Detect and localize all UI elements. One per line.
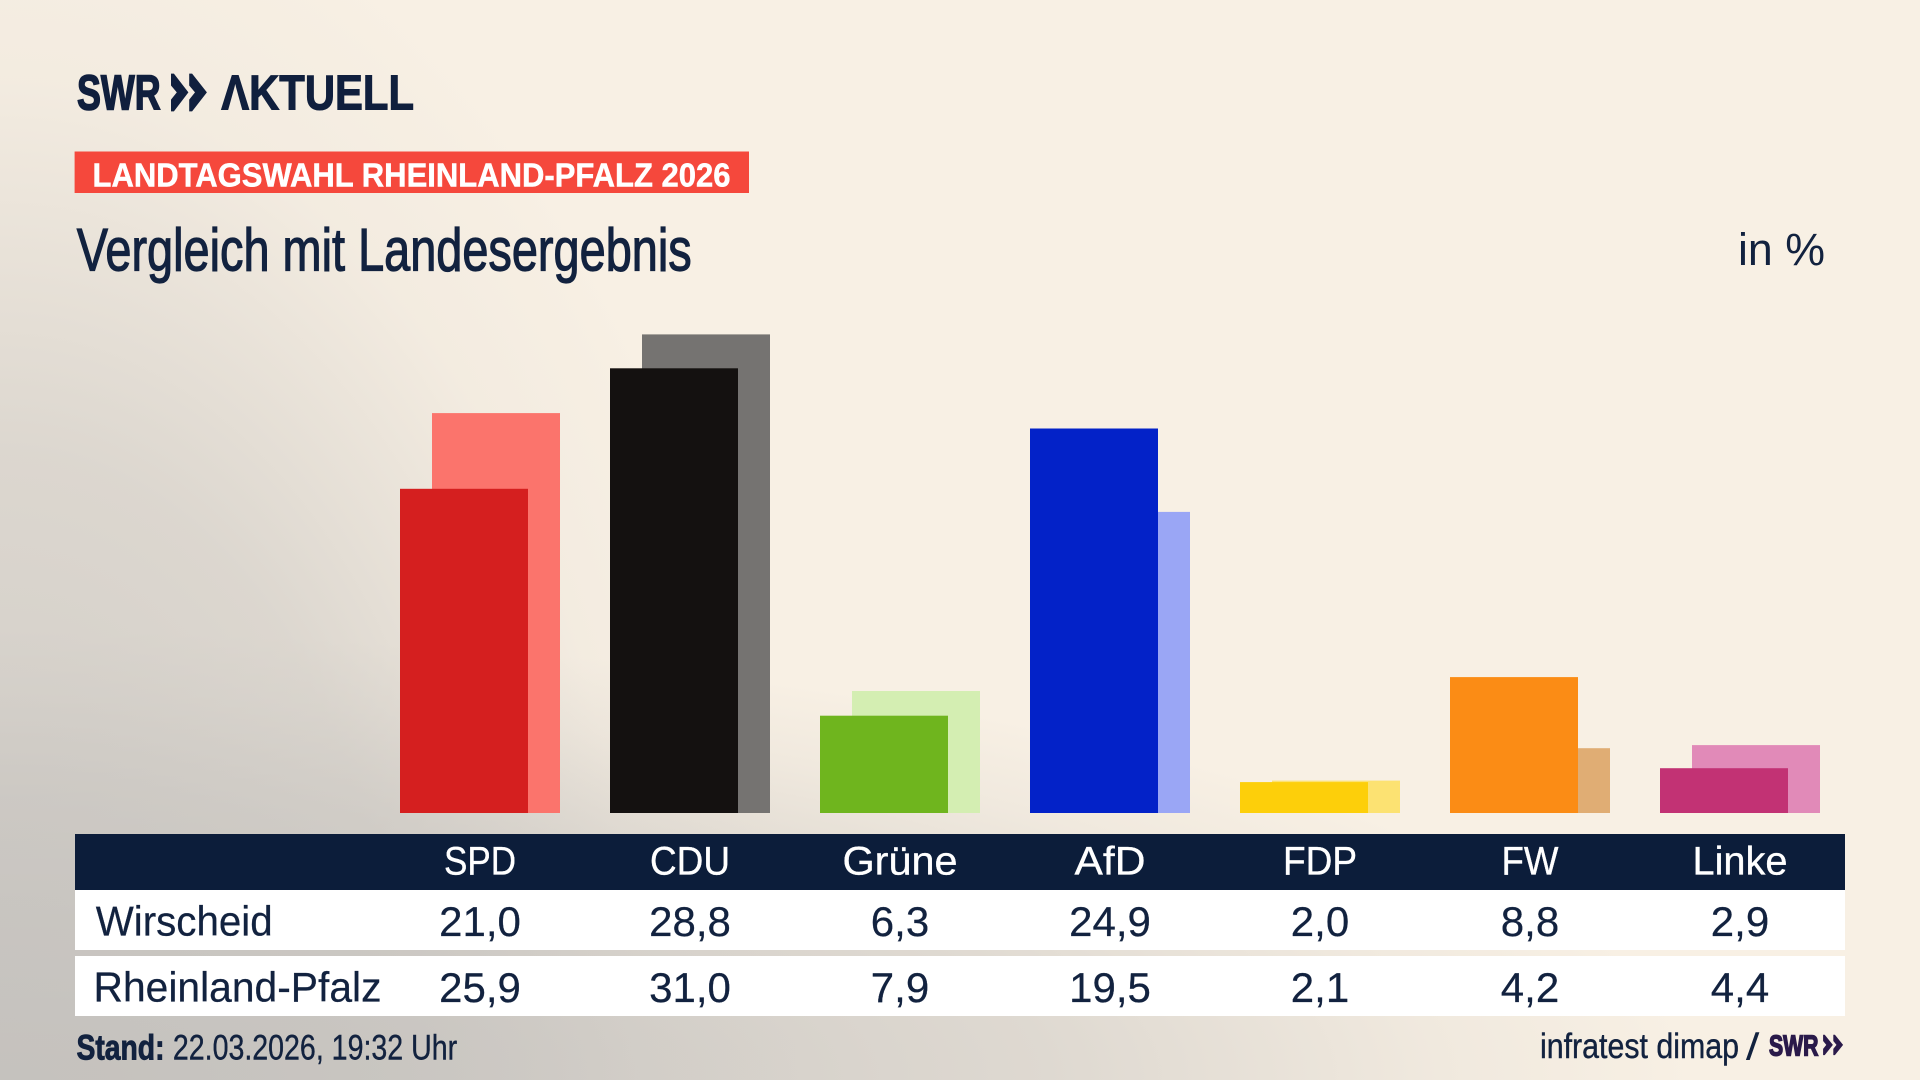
svg-text:2,0: 2,0 bbox=[1291, 898, 1349, 945]
svg-text:SWR: SWR bbox=[77, 67, 161, 121]
svg-text:CDU: CDU bbox=[650, 840, 730, 884]
svg-text:LANDTAGSWAHL RHEINLAND-PFALZ 2: LANDTAGSWAHL RHEINLAND-PFALZ 2026 bbox=[93, 156, 731, 193]
svg-text:Wirscheid: Wirscheid bbox=[96, 898, 273, 945]
svg-text:24,9: 24,9 bbox=[1069, 898, 1151, 945]
svg-text:2,1: 2,1 bbox=[1291, 964, 1349, 1011]
svg-text:22.03.2026, 19:32 Uhr: 22.03.2026, 19:32 Uhr bbox=[173, 1029, 457, 1068]
svg-text:SWR: SWR bbox=[1769, 1031, 1819, 1063]
svg-text:7,9: 7,9 bbox=[871, 964, 929, 1011]
svg-text:Stand:: Stand: bbox=[77, 1029, 165, 1068]
svg-text:21,0: 21,0 bbox=[439, 898, 521, 945]
svg-text:Rheinland-Pfalz: Rheinland-Pfalz bbox=[94, 964, 382, 1011]
svg-text:31,0: 31,0 bbox=[649, 964, 731, 1011]
svg-text:4,2: 4,2 bbox=[1501, 964, 1559, 1011]
svg-text:Grüne: Grüne bbox=[843, 840, 958, 884]
svg-text:ΛKTUELL: ΛKTUELL bbox=[221, 67, 414, 121]
svg-text:infratest dimap: infratest dimap bbox=[1540, 1027, 1739, 1066]
svg-text:AfD: AfD bbox=[1075, 840, 1146, 884]
svg-text:8,8: 8,8 bbox=[1501, 898, 1559, 945]
svg-text:SPD: SPD bbox=[444, 840, 516, 884]
svg-text:6,3: 6,3 bbox=[871, 898, 929, 945]
svg-text:4,4: 4,4 bbox=[1711, 964, 1769, 1011]
svg-text:19,5: 19,5 bbox=[1069, 964, 1151, 1011]
svg-text:28,8: 28,8 bbox=[649, 898, 731, 945]
svg-text:Linke: Linke bbox=[1693, 840, 1788, 884]
svg-text:in %: in % bbox=[1738, 224, 1825, 275]
svg-text:FDP: FDP bbox=[1283, 840, 1357, 884]
svg-text:2,9: 2,9 bbox=[1711, 898, 1769, 945]
svg-text:25,9: 25,9 bbox=[439, 964, 521, 1011]
svg-text:FW: FW bbox=[1502, 840, 1559, 884]
svg-text:Vergleich mit Landesergebnis: Vergleich mit Landesergebnis bbox=[77, 217, 692, 284]
